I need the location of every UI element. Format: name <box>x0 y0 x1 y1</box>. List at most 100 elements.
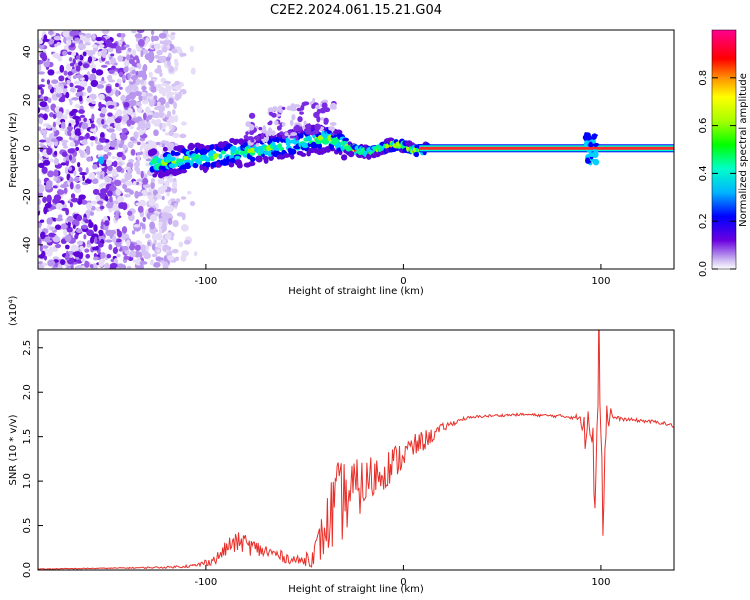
noise-speckle <box>171 187 178 194</box>
noise-speckle <box>39 157 44 161</box>
noise-speckle <box>98 136 107 143</box>
noise-speckle <box>69 82 74 88</box>
signal-scatter <box>279 108 284 114</box>
noise-speckle <box>178 91 182 99</box>
noise-speckle <box>148 80 155 87</box>
noise-speckle <box>150 181 155 189</box>
noise-speckle <box>54 43 58 48</box>
bottom-y-axis-label: SNR (10 * v/v) <box>8 414 19 485</box>
noise-speckle <box>89 128 97 133</box>
noise-speckle <box>127 107 133 115</box>
noise-speckle <box>75 228 83 234</box>
signal-scatter <box>323 120 329 125</box>
noise-speckle <box>162 45 168 53</box>
bottom-y-tick-label: 0.0 <box>22 562 33 578</box>
signal-scatter <box>274 120 279 126</box>
signal-blob <box>183 162 192 170</box>
noise-speckle <box>69 62 75 67</box>
noise-speckle <box>93 224 98 232</box>
noise-speckle <box>100 251 106 259</box>
noise-speckle <box>168 97 174 105</box>
noise-speckle <box>180 224 189 232</box>
noise-speckle <box>126 119 132 127</box>
noise-speckle <box>98 259 105 268</box>
noise-speckle <box>137 120 146 129</box>
colorbar: 0.0 0.2 0.4 0.6 0.8 Normalized spectral ampl… <box>698 29 749 277</box>
burst-blob <box>586 149 593 153</box>
noise-speckle <box>74 104 81 109</box>
noise-speckle <box>149 52 154 57</box>
signal-blob <box>298 133 304 139</box>
noise-speckle <box>51 79 59 85</box>
noise-speckle <box>38 106 41 114</box>
noise-speckle <box>54 243 62 249</box>
noise-speckle <box>98 44 105 49</box>
noise-speckle <box>43 255 48 261</box>
noise-speckle <box>72 115 81 120</box>
noise-speckle <box>80 258 87 263</box>
noise-speckle <box>39 101 48 108</box>
signal-scatter <box>330 126 335 132</box>
noise-speckle <box>63 228 68 236</box>
noise-speckle <box>116 151 124 158</box>
noise-speckle <box>63 187 68 194</box>
noise-speckle <box>174 80 181 86</box>
noise-speckle <box>118 143 124 149</box>
noise-speckle <box>84 260 90 268</box>
noise-speckle <box>90 141 94 147</box>
noise-speckle <box>101 64 108 68</box>
noise-speckle <box>113 106 117 111</box>
noise-speckle <box>38 44 45 49</box>
noise-speckle <box>133 181 137 186</box>
noise-speckle <box>106 151 112 156</box>
noise-speckle <box>137 131 144 136</box>
noise-speckle <box>104 39 112 45</box>
noise-speckle <box>155 203 159 210</box>
noise-speckle <box>106 116 115 125</box>
noise-speckle <box>68 166 73 171</box>
noise-speckle <box>113 160 118 168</box>
noise-speckle <box>97 242 104 248</box>
noise-speckle <box>82 74 89 83</box>
tone-band-core <box>419 146 674 150</box>
bottom-plot-area <box>38 330 674 570</box>
noise-speckle <box>145 162 151 167</box>
signal-scatter <box>330 102 337 107</box>
noise-speckle <box>64 166 69 175</box>
noise-speckle <box>63 145 69 149</box>
noise-speckle <box>110 53 115 57</box>
noise-speckle <box>128 58 135 65</box>
noise-speckle <box>49 112 54 118</box>
noise-speckle <box>62 50 68 56</box>
noise-speckle <box>108 79 116 83</box>
top-x-tick-label: 0 <box>400 276 406 287</box>
signal-blob <box>234 155 241 161</box>
signal-blob <box>204 156 211 163</box>
noise-speckle <box>118 202 127 210</box>
noise-speckle <box>161 82 168 87</box>
snr-panel: -100 0 100 0.0 0.5 1.0 1.5 2.0 2.5 Height of st… <box>8 295 675 595</box>
signal-blob <box>317 142 323 150</box>
noise-speckle <box>38 198 41 206</box>
noise-speckle <box>90 123 96 129</box>
noise-speckle <box>116 78 122 85</box>
signal-blob <box>301 142 310 149</box>
signal-scatter <box>297 126 303 132</box>
noise-speckle <box>38 126 42 131</box>
noise-speckle <box>69 202 73 208</box>
noise-speckle <box>179 52 187 57</box>
signal-scatter <box>313 111 320 119</box>
noise-speckle <box>144 143 152 150</box>
noise-speckle <box>60 223 69 230</box>
noise-speckle <box>87 85 92 93</box>
noise-speckle <box>158 32 167 39</box>
noise-speckle <box>166 191 170 197</box>
noise-speckle <box>46 194 52 203</box>
noise-speckle <box>71 51 77 57</box>
signal-blob <box>366 153 372 160</box>
noise-speckle <box>51 266 58 269</box>
noise-speckle <box>137 73 143 78</box>
noise-speckle <box>79 114 86 118</box>
noise-speckle <box>120 94 126 102</box>
